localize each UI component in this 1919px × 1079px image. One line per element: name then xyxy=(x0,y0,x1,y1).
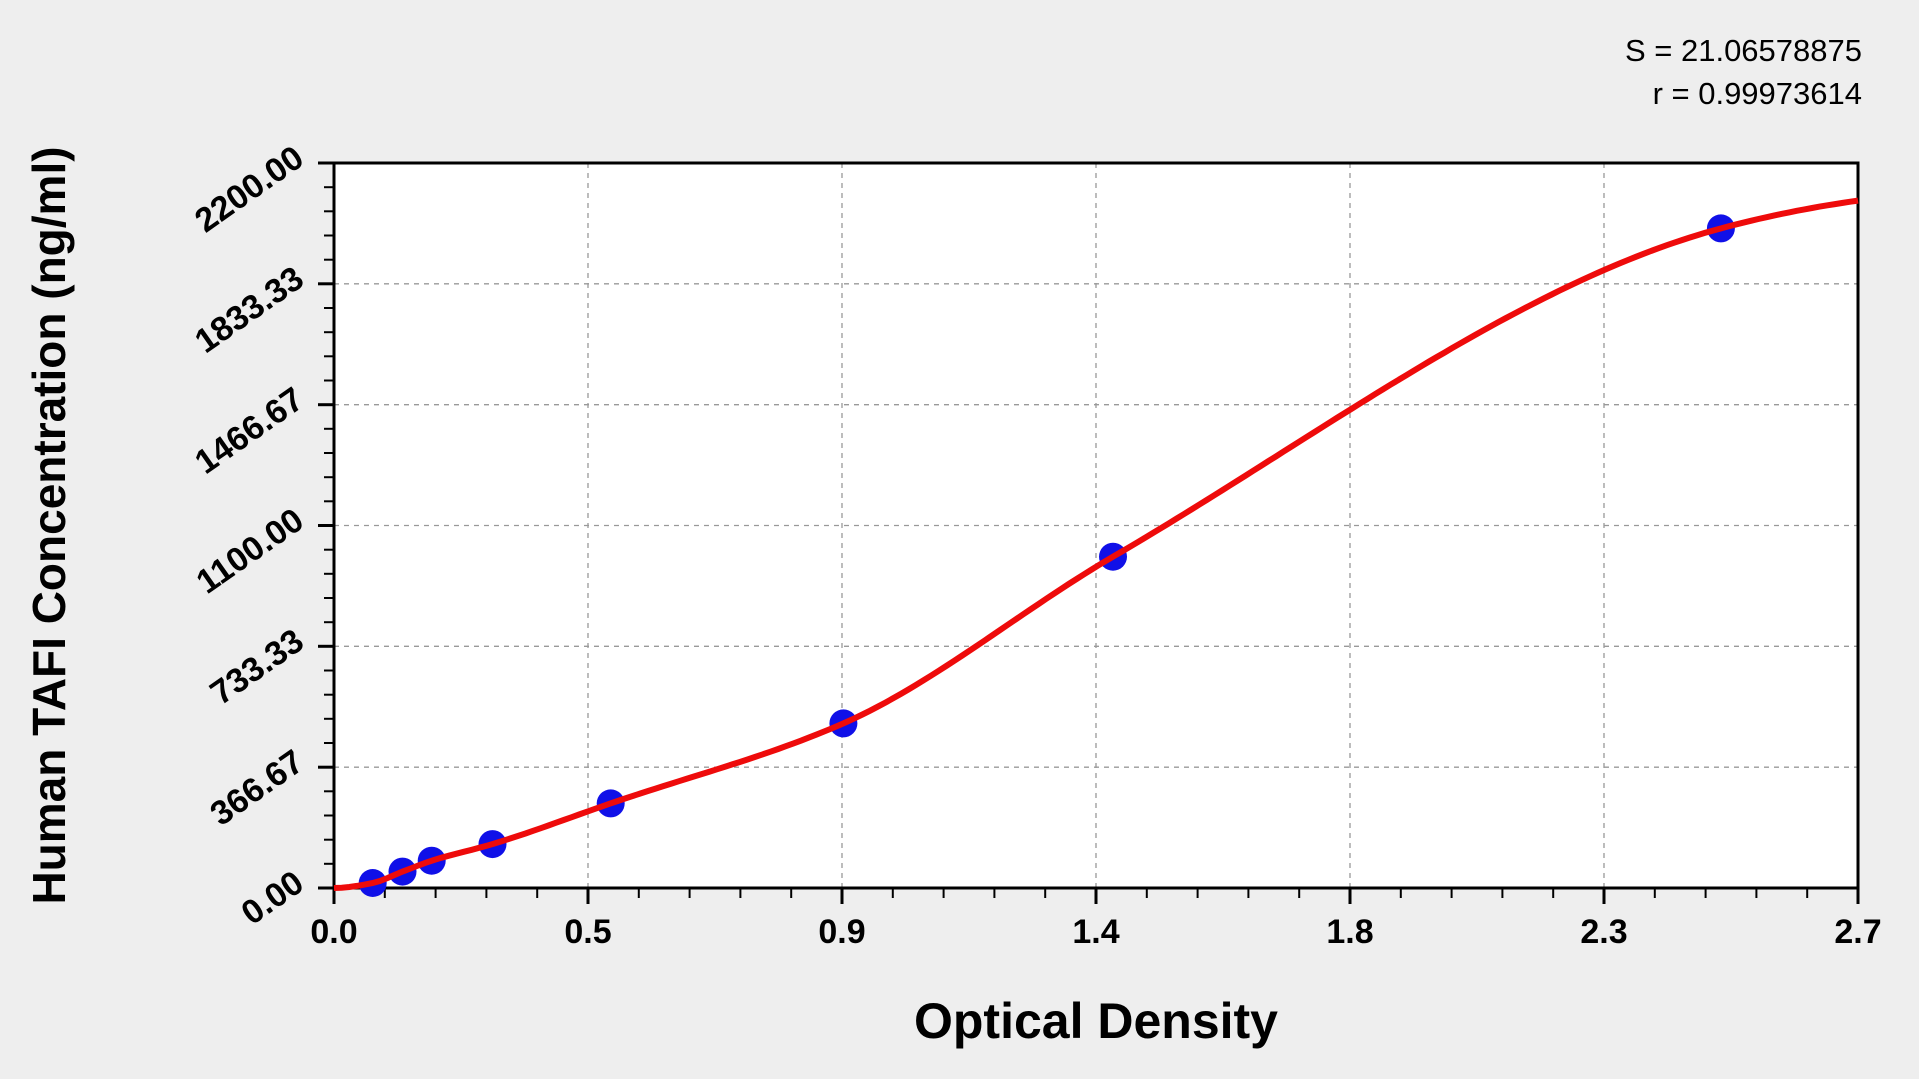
svg-text:Human TAFI Concentration (ng/m: Human TAFI Concentration (ng/ml) xyxy=(23,146,75,904)
svg-text:1.8: 1.8 xyxy=(1326,913,1373,951)
svg-text:2.3: 2.3 xyxy=(1580,913,1627,951)
svg-text:0.0: 0.0 xyxy=(310,913,357,951)
svg-text:S = 21.06578875: S = 21.06578875 xyxy=(1625,33,1862,68)
svg-text:0.9: 0.9 xyxy=(818,913,865,951)
svg-text:0.5: 0.5 xyxy=(564,913,611,951)
svg-text:2.7: 2.7 xyxy=(1834,913,1881,951)
svg-text:Optical Density: Optical Density xyxy=(914,993,1278,1049)
svg-text:1.4: 1.4 xyxy=(1072,913,1119,951)
svg-text:r = 0.99973614: r = 0.99973614 xyxy=(1653,76,1862,111)
